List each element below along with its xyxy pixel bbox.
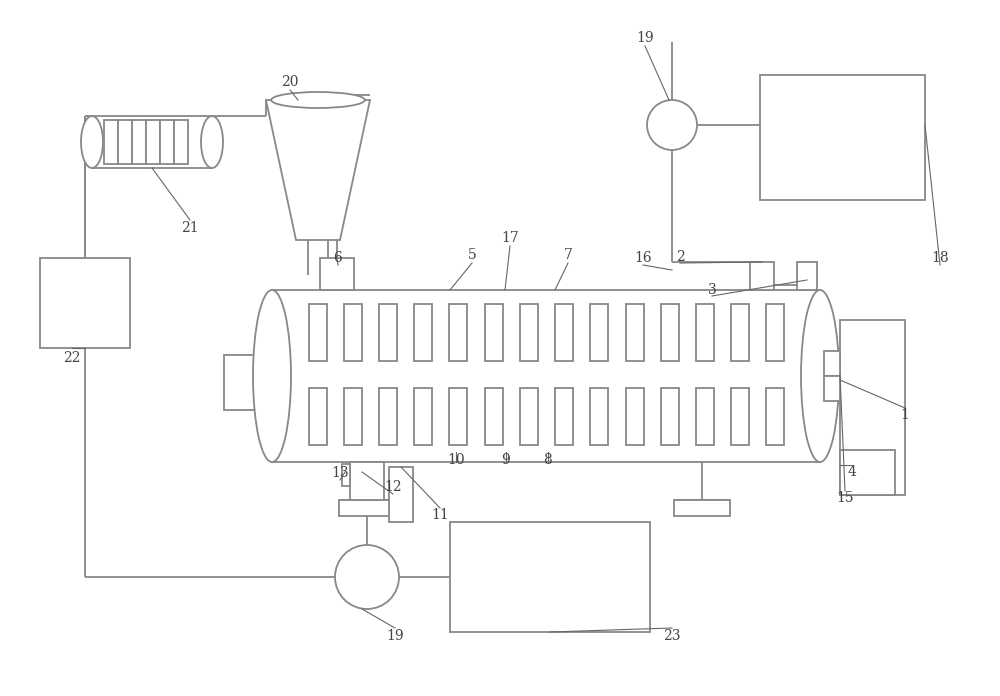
Text: 17: 17 (501, 231, 519, 245)
Bar (674, 500, 730, 516)
Bar (449, 388, 467, 445)
Text: 10: 10 (447, 453, 465, 467)
Text: 11: 11 (431, 508, 449, 522)
Ellipse shape (81, 116, 103, 168)
Bar (132, 120, 146, 164)
Text: 23: 23 (663, 629, 681, 643)
Text: 2: 2 (676, 250, 684, 264)
Ellipse shape (271, 92, 365, 108)
Text: 7: 7 (564, 248, 572, 262)
Bar (344, 388, 362, 445)
Bar (342, 464, 350, 486)
Bar (339, 500, 395, 516)
Text: 19: 19 (386, 629, 404, 643)
Bar (824, 351, 840, 376)
Ellipse shape (253, 290, 291, 462)
Bar (766, 303, 784, 361)
Text: 21: 21 (181, 221, 199, 235)
Bar (840, 450, 895, 495)
Circle shape (647, 100, 697, 150)
Bar (174, 120, 188, 164)
Ellipse shape (801, 290, 839, 462)
Bar (626, 303, 644, 361)
Bar (520, 303, 538, 361)
Bar (379, 388, 397, 445)
Bar (379, 303, 397, 361)
Circle shape (335, 545, 399, 609)
Text: 20: 20 (281, 75, 299, 89)
Bar (309, 303, 327, 361)
Bar (731, 388, 749, 445)
Bar (414, 388, 432, 445)
Text: 15: 15 (836, 491, 854, 505)
Text: 1: 1 (901, 408, 909, 422)
Bar (146, 120, 160, 164)
Text: 22: 22 (63, 351, 81, 365)
Text: 16: 16 (634, 251, 652, 265)
Bar (750, 262, 774, 290)
Bar (555, 388, 573, 445)
Bar (414, 303, 432, 361)
Text: 9: 9 (502, 453, 510, 467)
Bar (485, 388, 503, 445)
Bar (40, 258, 130, 348)
Bar (389, 467, 413, 522)
Text: 5: 5 (468, 248, 476, 262)
Text: 12: 12 (384, 480, 402, 494)
Bar (104, 120, 118, 164)
Bar (760, 75, 925, 200)
Bar (520, 388, 538, 445)
Bar (344, 303, 362, 361)
Text: 4: 4 (848, 465, 856, 479)
Text: 6: 6 (334, 251, 342, 265)
Bar (824, 376, 840, 401)
Polygon shape (266, 100, 370, 240)
Text: 19: 19 (636, 31, 654, 45)
Bar (555, 303, 573, 361)
Text: 8: 8 (544, 453, 552, 467)
Ellipse shape (201, 116, 223, 168)
Bar (485, 303, 503, 361)
Bar (449, 303, 467, 361)
Bar (590, 388, 608, 445)
Bar (350, 462, 384, 500)
Bar (731, 303, 749, 361)
Bar (450, 522, 650, 632)
Bar (696, 388, 714, 445)
Text: 13: 13 (331, 466, 349, 480)
Bar (661, 303, 679, 361)
Bar (840, 320, 905, 495)
Bar (160, 120, 174, 164)
Bar (272, 290, 820, 462)
Bar (118, 120, 132, 164)
Bar (696, 303, 714, 361)
Bar (590, 303, 608, 361)
Bar (661, 388, 679, 445)
Text: 3: 3 (708, 283, 716, 297)
Bar (224, 355, 264, 410)
Bar (309, 388, 327, 445)
Bar (766, 388, 784, 445)
Bar (320, 258, 354, 290)
Text: 18: 18 (931, 251, 949, 265)
Bar (797, 262, 817, 290)
Bar (626, 388, 644, 445)
